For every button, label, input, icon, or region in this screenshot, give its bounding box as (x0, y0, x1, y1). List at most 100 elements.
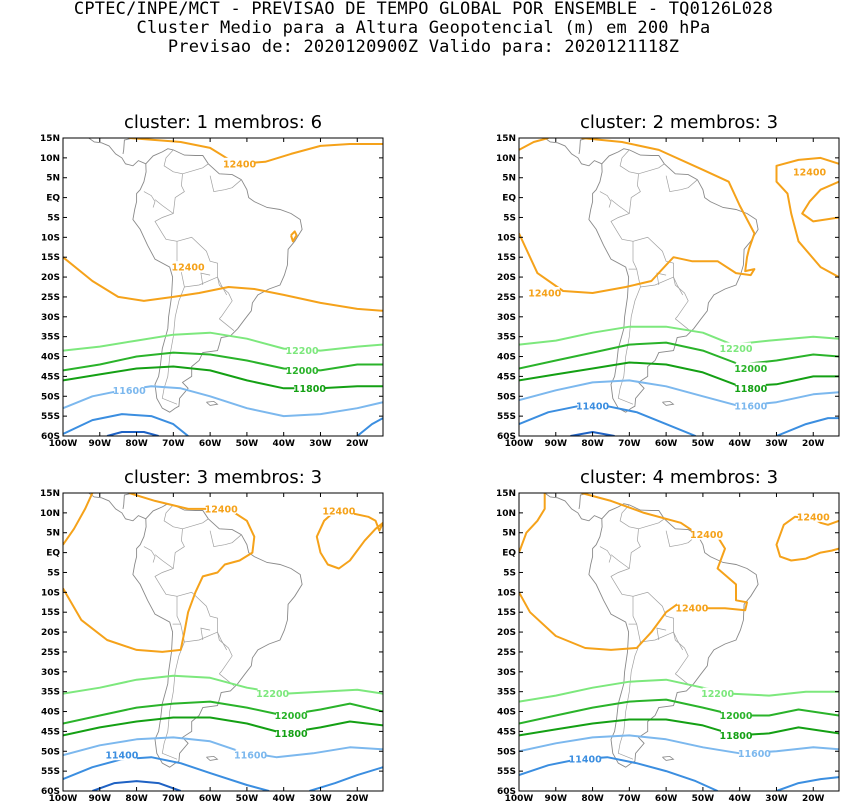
lon-tick-label: 60W (655, 439, 678, 449)
lat-tick-label: 30S (497, 668, 516, 678)
lat-tick-label: 5N (46, 529, 60, 539)
contour-label-11800: 11800 (719, 731, 752, 742)
contour-label-bg (721, 729, 752, 741)
contour-label-12000: 12000 (734, 364, 767, 375)
contour-label-bg (276, 727, 307, 739)
lon-tick-label: 30W (765, 439, 788, 449)
panel-4-plot: 12400 12400 12400 12200 12000 11800 11600 11400… (496, 489, 840, 803)
lon-tick-label: 80W (125, 439, 148, 449)
contour-11200 (106, 431, 159, 436)
contour-12400 (519, 493, 546, 553)
contour-label-11400: 11400 (576, 402, 609, 413)
lat-tick-label: 50S (41, 392, 60, 402)
lon-tick-label: 70W (618, 439, 641, 449)
contour-label-12200: 12200 (256, 689, 289, 700)
country-border (182, 163, 209, 175)
contour-label-bg (235, 749, 266, 761)
contour-label-bg (794, 165, 825, 177)
lat-tick-label: 45S (497, 727, 516, 737)
contour-label-12400: 12400 (797, 512, 830, 523)
country-border (617, 286, 641, 405)
contour-label-12400: 12400 (223, 159, 256, 170)
lat-tick-label: 50S (41, 747, 60, 757)
country-border (209, 175, 242, 193)
panel-3-plot: 12400 12400 12200 12000 11800 11600 11400 15N 10… (40, 489, 384, 803)
lon-tick-label: 50W (692, 439, 715, 449)
coastline-central-america (88, 493, 146, 522)
contour-label-12400: 12400 (690, 530, 723, 541)
contour-label-12400: 12400 (528, 288, 561, 299)
country-border (182, 518, 209, 530)
contour-11400 (776, 417, 839, 436)
figure-title-line-3: Previsao de: 2020120900Z Valido para: 20… (167, 37, 680, 57)
contour-label-bg (529, 286, 560, 298)
contour-label-bg (224, 157, 255, 169)
contour-label-12200: 12200 (701, 689, 734, 700)
lat-tick-label: 35S (497, 333, 516, 343)
lat-tick-label: 5N (46, 174, 60, 184)
panel-1-plot: 12400 12400 12200 12000 11800 11600 15N 10N 5N EQ… (40, 134, 384, 449)
lon-tick-label: 60W (655, 794, 678, 803)
contour-label-11800: 11800 (734, 384, 767, 395)
figure-title-line-2: Cluster Medio para a Altura Geopotencial… (136, 18, 711, 38)
contour-label-bg (106, 749, 137, 761)
lat-tick-label: 15N (496, 489, 516, 499)
contour-label-12000: 12000 (719, 711, 752, 722)
country-border (154, 199, 174, 214)
contour-label-bg (276, 709, 307, 721)
contour-11400 (356, 417, 383, 436)
country-border (675, 318, 691, 331)
contour-label-bg (798, 510, 829, 522)
contour-11400 (776, 776, 839, 791)
contour-12400 (63, 493, 94, 546)
country-border (638, 518, 665, 530)
panel-2-title: cluster: 2 membros: 3 (579, 112, 779, 133)
lat-tick-label: 5N (502, 174, 516, 184)
country-border (656, 272, 667, 286)
lat-tick-label: 10N (40, 154, 60, 164)
falkland-islands (662, 400, 675, 406)
contour-11600 (519, 379, 839, 408)
contour-12400 (290, 230, 298, 243)
coastline-central-america (88, 138, 146, 167)
lat-tick-label: 25S (41, 648, 60, 658)
contour-label-11600: 11600 (234, 751, 267, 762)
contour-12400 (775, 515, 839, 562)
contour-11600 (519, 734, 839, 755)
contour-label-12400: 12400 (205, 504, 238, 515)
coastline-caribbean (578, 138, 590, 154)
lat-tick-label: 5N (502, 529, 516, 539)
country-border (665, 175, 698, 193)
lat-tick-label: 45S (41, 727, 60, 737)
lat-tick-label: 55S (41, 767, 60, 777)
contour-label-bg (721, 342, 752, 354)
contour-12400 (519, 138, 549, 151)
contour-label-12400: 12400 (675, 604, 708, 615)
panel-1-title: cluster: 1 membros: 6 (123, 112, 323, 133)
coastline-central-america (544, 493, 602, 522)
contour-11400 (63, 413, 189, 436)
lon-tick-label: 90W (545, 794, 568, 803)
lat-tick-label: 10S (41, 588, 60, 598)
map-frame (518, 137, 840, 437)
lat-tick-label: 20S (41, 628, 60, 638)
contour-label-11400: 11400 (105, 751, 138, 762)
lat-tick-label: 10S (497, 588, 516, 598)
lat-tick-label: 45S (41, 372, 60, 382)
figure-title-line-1: CPTEC/INPE/MCT - PREVISAO DE TEMPO GLOBA… (73, 0, 774, 19)
lat-tick-label: 40S (497, 353, 516, 363)
country-border (665, 530, 698, 548)
contour-11800 (519, 361, 839, 388)
contour-label-bg (691, 528, 722, 540)
lon-tick-label: 30W (309, 439, 332, 449)
country-border (217, 276, 228, 296)
falkland-islands (662, 755, 675, 761)
contour-11800 (63, 365, 383, 390)
lat-tick-label: 30S (41, 313, 60, 323)
contour-label-11600: 11600 (734, 402, 767, 413)
contour-label-bg (173, 261, 204, 273)
contour-label-bg (294, 382, 325, 394)
contour-12400 (519, 493, 748, 651)
contour-label-bg (702, 687, 733, 699)
